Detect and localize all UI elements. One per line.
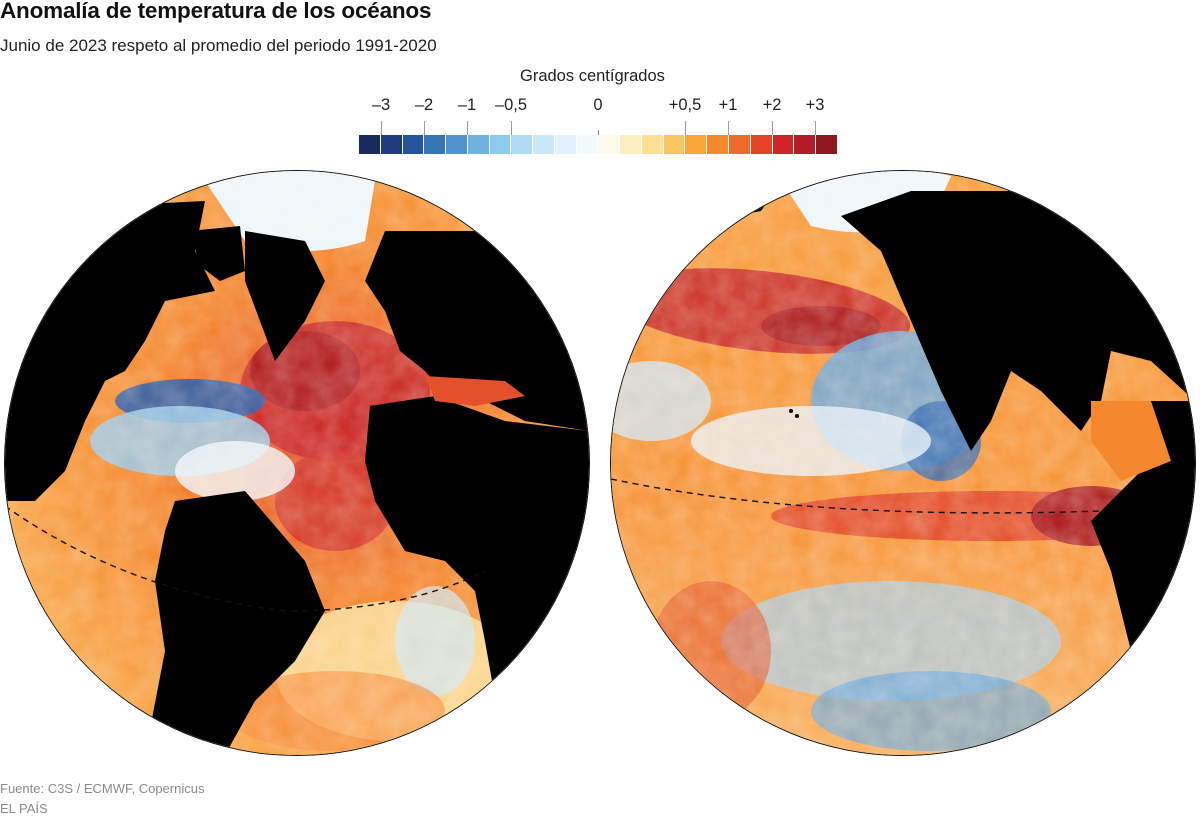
legend-swatch xyxy=(750,135,773,154)
legend-tick-label: +0,5 xyxy=(668,96,702,114)
legend-tick-label: –0,5 xyxy=(494,96,528,114)
legend-tick-mark xyxy=(381,121,382,135)
legend-tick-label: –1 xyxy=(457,96,477,114)
legend-swatch xyxy=(598,135,621,154)
legend-tick-label: +3 xyxy=(805,96,825,114)
legend-tick-label: +1 xyxy=(718,96,738,114)
legend-tick-mark xyxy=(815,121,816,135)
legend-tick-mark xyxy=(685,121,686,135)
legend-swatch xyxy=(663,135,686,154)
legend-title: Grados centígrados xyxy=(520,67,665,85)
legend-swatch xyxy=(489,135,512,154)
legend-swatch xyxy=(794,135,817,154)
legend-swatch xyxy=(554,135,577,154)
legend-swatch xyxy=(685,135,708,154)
legend-swatch xyxy=(620,135,642,154)
legend-swatches xyxy=(359,135,837,154)
legend-swatch xyxy=(446,135,468,154)
legend-swatch xyxy=(729,135,751,154)
legend-swatch xyxy=(380,135,403,154)
legend-tick-mark xyxy=(772,121,773,135)
legend-tick-mark xyxy=(467,121,468,135)
legend-tick-label: +2 xyxy=(762,96,782,114)
legend-swatch xyxy=(772,135,795,154)
legend-swatch xyxy=(402,135,425,154)
legend-swatch xyxy=(467,135,490,154)
legend-swatch xyxy=(816,135,837,154)
legend-tick-mark xyxy=(728,121,729,135)
legend-swatch xyxy=(511,135,534,154)
legend-swatch xyxy=(424,135,447,154)
legend-swatch xyxy=(533,135,555,154)
legend-swatch xyxy=(707,135,730,154)
globe-pacific xyxy=(611,171,1195,755)
chart-title: Anomalía de temperatura de los océanos xyxy=(0,0,432,23)
legend-tick-mark xyxy=(511,121,512,135)
legend-tick-label: –2 xyxy=(414,96,434,114)
legend-swatch xyxy=(641,135,664,154)
legend-tick-label: –3 xyxy=(371,96,391,114)
source-credit: Fuente: C3S / ECMWF, Copernicus xyxy=(0,781,205,796)
color-legend: –3 –2 –1 –0,5 0 +0,5 +1 +2 +3 xyxy=(359,96,837,156)
legend-swatch xyxy=(359,135,381,154)
legend-swatch xyxy=(576,135,599,154)
pacific-map xyxy=(611,171,1195,755)
legend-tick-label: 0 xyxy=(593,96,603,114)
legend-tick-mark xyxy=(424,121,425,135)
brand-credit: EL PAÍS xyxy=(0,801,48,816)
globe-atlantic xyxy=(5,171,589,755)
chart-subtitle: Junio de 2023 respeto al promedio del pe… xyxy=(0,36,437,55)
atlantic-map xyxy=(5,171,589,755)
